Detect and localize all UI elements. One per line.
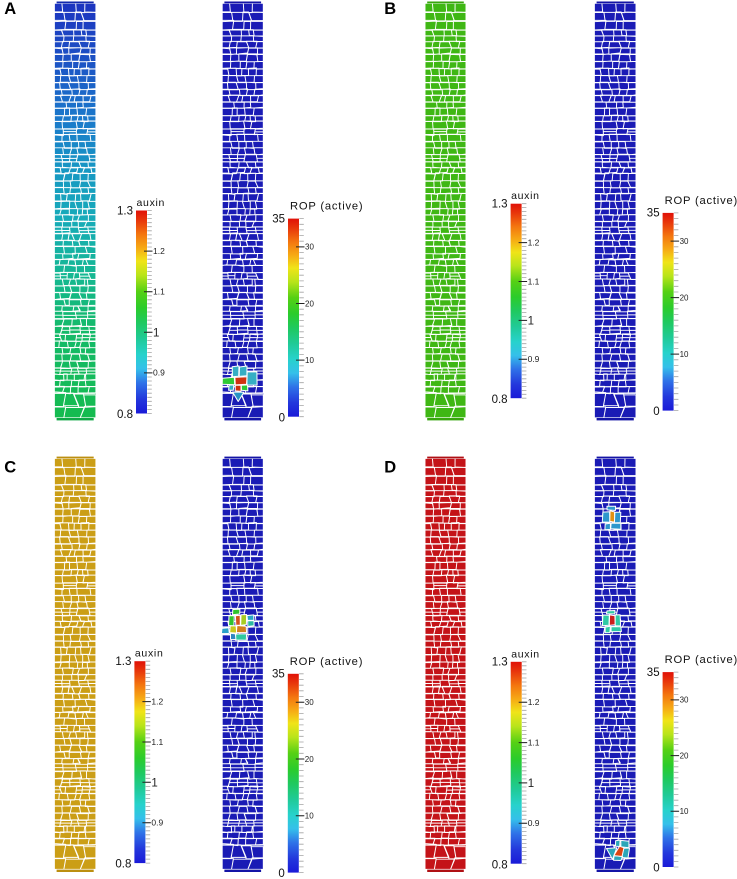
svg-text:auxin: auxin (135, 648, 164, 660)
svg-text:auxin: auxin (511, 190, 540, 202)
svg-text:1.3: 1.3 (115, 656, 131, 668)
svg-text:auxin: auxin (137, 197, 166, 209)
svg-text:1.3: 1.3 (492, 199, 508, 211)
svg-text:1.3: 1.3 (492, 657, 508, 669)
svg-text:1: 1 (528, 778, 534, 790)
svg-text:0.8: 0.8 (492, 394, 508, 406)
svg-text:1.1: 1.1 (528, 737, 540, 747)
svg-text:10: 10 (305, 812, 314, 821)
svg-text:0.9: 0.9 (528, 818, 540, 828)
svg-text:0.8: 0.8 (117, 409, 133, 421)
svg-text:1.1: 1.1 (151, 737, 163, 747)
svg-text:auxin: auxin (511, 648, 540, 660)
svg-text:ROP (active): ROP (active) (665, 654, 737, 666)
svg-text:1.2: 1.2 (151, 696, 163, 706)
svg-text:0: 0 (279, 412, 285, 424)
svg-text:20: 20 (680, 751, 689, 760)
svg-text:30: 30 (680, 237, 689, 246)
svg-text:1.2: 1.2 (528, 237, 540, 247)
svg-text:20: 20 (305, 299, 314, 308)
svg-text:30: 30 (305, 698, 314, 707)
svg-text:1.3: 1.3 (117, 205, 133, 217)
svg-text:0.9: 0.9 (153, 368, 165, 378)
svg-text:0.9: 0.9 (528, 354, 540, 364)
svg-text:0.8: 0.8 (492, 859, 508, 871)
svg-text:1: 1 (151, 777, 157, 789)
svg-text:35: 35 (647, 208, 660, 220)
svg-text:1.2: 1.2 (153, 246, 165, 256)
svg-text:1.2: 1.2 (528, 697, 540, 707)
svg-text:10: 10 (680, 807, 689, 816)
svg-text:ROP (active): ROP (active) (290, 656, 363, 668)
svg-text:30: 30 (680, 696, 689, 705)
svg-text:D: D (384, 459, 396, 477)
svg-text:10: 10 (305, 356, 314, 365)
svg-text:10: 10 (680, 350, 689, 359)
svg-text:35: 35 (272, 213, 285, 225)
svg-text:0.8: 0.8 (115, 859, 131, 871)
svg-text:30: 30 (305, 243, 314, 252)
svg-text:0: 0 (653, 406, 659, 418)
svg-text:0.9: 0.9 (151, 818, 163, 828)
svg-text:1.1: 1.1 (528, 276, 540, 286)
svg-text:1: 1 (153, 327, 159, 339)
svg-text:ROP (active): ROP (active) (290, 201, 363, 213)
svg-text:35: 35 (647, 667, 660, 679)
svg-text:B: B (384, 0, 396, 18)
svg-text:ROP (active): ROP (active) (665, 195, 737, 207)
svg-text:35: 35 (272, 669, 285, 681)
svg-text:1.1: 1.1 (153, 287, 165, 297)
svg-text:0: 0 (278, 868, 284, 879)
svg-text:C: C (4, 459, 16, 477)
svg-text:1: 1 (528, 316, 534, 328)
svg-text:20: 20 (305, 755, 314, 764)
svg-text:20: 20 (680, 293, 689, 302)
svg-text:A: A (4, 0, 16, 18)
svg-text:0: 0 (653, 863, 659, 875)
